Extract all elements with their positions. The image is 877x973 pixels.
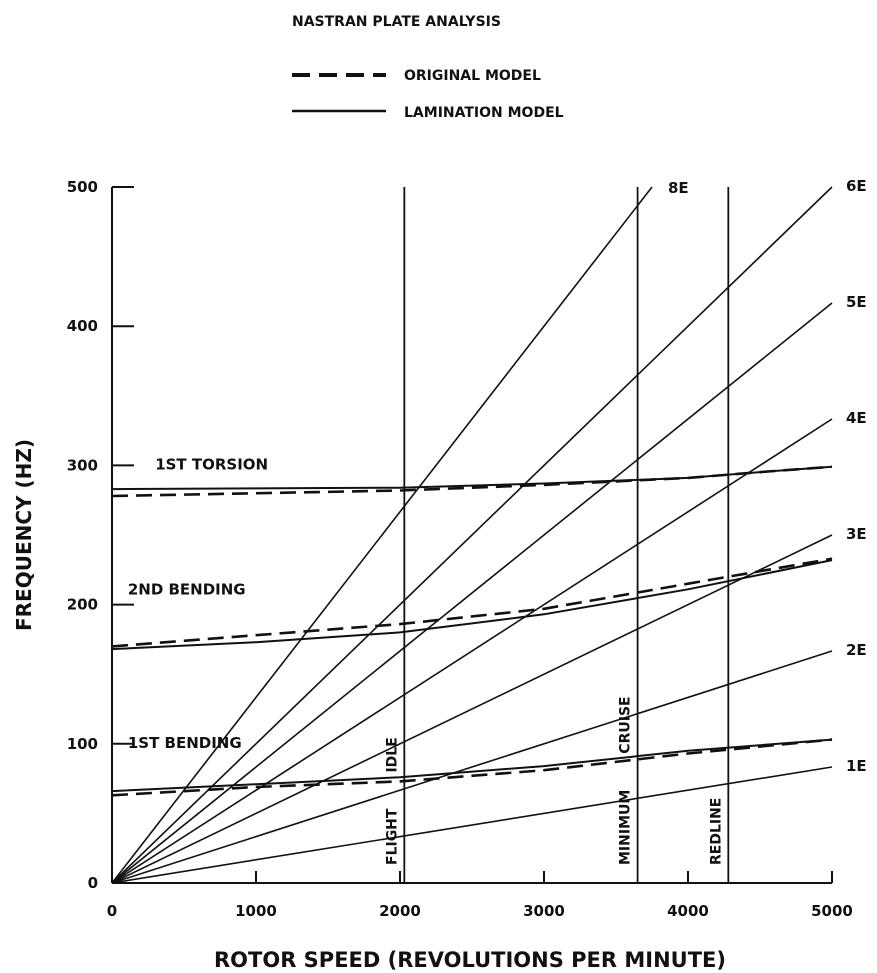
engine-order-label-5e: 5E (846, 293, 867, 311)
engine-order-line-4e (111, 418, 833, 884)
x-tick-label: 1000 (235, 902, 277, 920)
y-tick-label: 100 (67, 735, 98, 753)
y-tick-label: 0 (88, 874, 98, 892)
speed-label-word: REDLINE (708, 798, 724, 865)
engine-order-lines: 1E 2E 3E 4E 5E 6E 8E (111, 177, 867, 884)
speed-line-label-redline: REDLINE (708, 798, 724, 865)
engine-order-line-6e (111, 186, 833, 884)
y-tick-label: 500 (67, 178, 98, 196)
y-axis-label: FREQUENCY (HZ) (12, 439, 36, 631)
engine-order-label-8e: 8E (668, 179, 689, 197)
x-tick-label: 4000 (667, 902, 709, 920)
speed-line-label-flight-idle: FLIGHT IDLE (384, 737, 400, 865)
mode-curve-original-1st-bending (111, 738, 833, 797)
speed-line-label-minimum-cruise: MINIMUM CRUISE (618, 696, 634, 865)
engine-order-label-2e: 2E (846, 641, 867, 659)
mode-curve-lamination-1st-torsion (111, 465, 833, 491)
legend-original-label: ORIGINAL MODEL (404, 68, 541, 84)
legend-lamination-label: LAMINATION MODEL (404, 105, 564, 121)
x-tick-label: 3000 (523, 902, 565, 920)
y-tick-label: 200 (67, 596, 98, 614)
speed-label-word: MINIMUM (618, 790, 634, 865)
speed-label-word: CRUISE (618, 696, 634, 753)
mode-curve-lamination-2nd-bending (111, 559, 833, 651)
y-tick-label: 300 (67, 456, 98, 474)
mode-curve-original-2nd-bending (111, 557, 833, 648)
engine-order-line-3e (111, 534, 833, 884)
x-tick-label: 5000 (811, 902, 853, 920)
speed-label-word: FLIGHT (384, 808, 400, 865)
speed-label-word: IDLE (384, 737, 400, 772)
x-tick-label: 2000 (379, 902, 421, 920)
engine-order-label-1e: 1E (846, 757, 867, 775)
mode-curves: 1ST TORSION 2ND BENDING 1ST BENDING (111, 455, 833, 797)
x-axis-label: ROTOR SPEED (REVOLUTIONS PER MINUTE) (214, 948, 726, 972)
legend: NASTRAN PLATE ANALYSIS ORIGINAL MODEL LA… (292, 14, 564, 121)
engine-order-line-8e (111, 186, 653, 884)
mode-curve-lamination-1st-bending (111, 738, 833, 793)
speed-lines: FLIGHT IDLE MINIMUM CRUISE REDLINE (384, 187, 730, 883)
engine-order-label-3e: 3E (846, 525, 867, 543)
engine-order-line-2e (111, 650, 833, 884)
engine-order-label-4e: 4E (846, 409, 867, 427)
x-tick-label: 0 (107, 902, 117, 920)
engine-order-label-6e: 6E (846, 177, 867, 195)
chart-title: NASTRAN PLATE ANALYSIS (292, 14, 501, 30)
y-tick-label: 400 (67, 317, 98, 335)
mode-label-2nd-bending: 2ND BENDING (128, 581, 246, 599)
engine-order-line-1e (111, 766, 833, 884)
mode-label-1st-bending: 1ST BENDING (128, 734, 242, 752)
mode-label-1st-torsion: 1ST TORSION (155, 455, 268, 473)
